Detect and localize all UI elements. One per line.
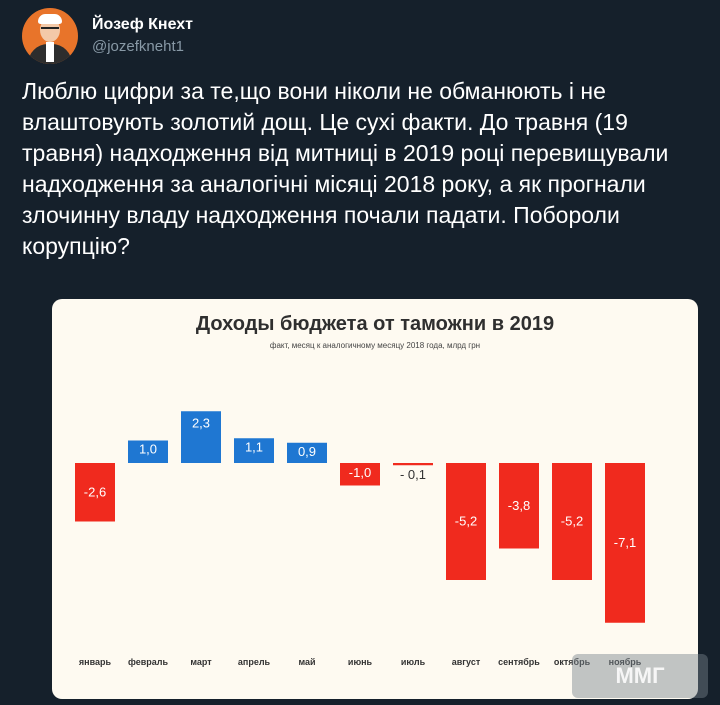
chart-subtitle: факт, месяц к аналогичному месяцу 2018 г…: [269, 341, 481, 350]
category-label-июнь: июнь: [348, 657, 373, 667]
data-label-июль: - 0,1: [400, 467, 426, 482]
data-label-ноябрь: -7,1: [614, 535, 636, 550]
data-label-август: -5,2: [455, 514, 477, 529]
category-label-апрель: апрель: [238, 657, 271, 667]
category-label-ноябрь: ноябрь: [609, 657, 642, 667]
category-label-январь: январь: [79, 657, 112, 667]
watermark-logo: ММГ: [572, 654, 708, 698]
category-label-март: март: [190, 657, 212, 667]
category-label-май: май: [298, 657, 315, 667]
bar-октябрь: [552, 463, 592, 580]
user-handle[interactable]: @jozefkneht1: [92, 38, 184, 55]
tweet-text: Люблю цифри за те,що вони ніколи не обма…: [22, 78, 669, 259]
data-label-март: 2,3: [192, 415, 210, 430]
bar-апрель: [234, 438, 274, 463]
category-label-февраль: февраль: [128, 657, 169, 667]
bar-май: [287, 442, 327, 463]
chart-title: Доходы бюджета от таможни в 2019: [195, 313, 555, 335]
data-label-февраль: 1,0: [139, 442, 157, 457]
bar-chart: -2,6 январь 1,0 февраль 2,3 март 1,1 апрель 0,9 м…: [75, 411, 645, 667]
data-label-октябрь: -5,2: [561, 514, 583, 529]
display-name[interactable]: Йозеф Кнехт: [92, 16, 193, 33]
chart-card[interactable]: Доходы бюджета от таможни в 2019 факт, м…: [52, 299, 698, 699]
avatar[interactable]: [22, 8, 78, 64]
tweet-header: Йозеф Кнехт @jozefkneht1: [22, 6, 193, 66]
data-label-январь: -2,6: [84, 484, 106, 499]
data-label-апрель: 1,1: [245, 439, 263, 454]
category-label-сентябрь: сентябрь: [498, 657, 540, 667]
category-label-август: август: [452, 657, 481, 667]
bar-июнь: [340, 463, 380, 486]
bar-июль: [393, 463, 433, 466]
data-label-сентябрь: -3,8: [508, 498, 530, 513]
bar-март: [181, 411, 221, 463]
bar-сентябрь: [499, 463, 539, 549]
bar-январь: [75, 463, 115, 522]
data-label-июнь: -1,0: [349, 465, 371, 480]
bar-август: [446, 463, 486, 580]
category-label-октябрь: октябрь: [554, 657, 591, 667]
category-label-июль: июль: [401, 657, 426, 667]
bar-февраль: [128, 440, 168, 463]
author-info: Йозеф Кнехт @jozefkneht1: [92, 15, 193, 57]
bar-ноябрь: [605, 463, 645, 623]
data-label-май: 0,9: [298, 444, 316, 459]
